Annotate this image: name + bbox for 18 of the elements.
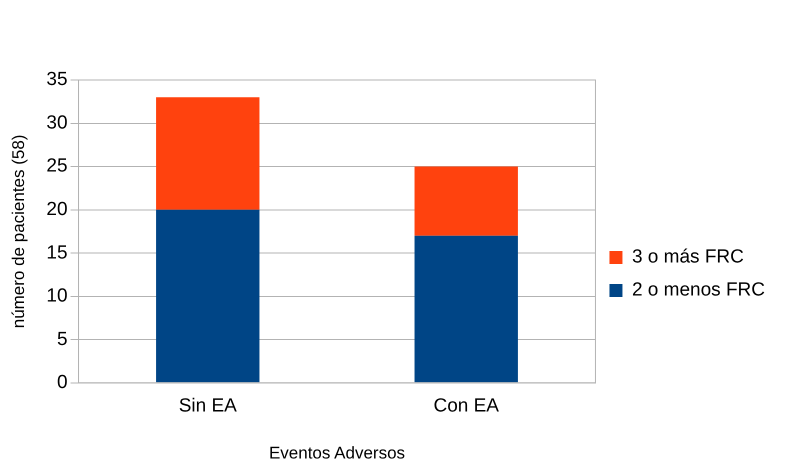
y-tick-label: 0 <box>56 372 68 394</box>
legend-label: 2 o menos FRC <box>632 280 765 301</box>
y-tick-label: 25 <box>46 156 68 177</box>
y-tick-label: 15 <box>46 242 68 264</box>
x-tick-label: Con EA <box>433 395 500 416</box>
bar <box>414 166 518 236</box>
bar <box>156 97 260 210</box>
x-axis-title: Eventos Adversos <box>268 443 406 462</box>
bar <box>156 210 260 382</box>
x-tick-label: Sin EA <box>178 395 238 416</box>
y-tick-label: 5 <box>56 328 68 350</box>
y-tick-label: 35 <box>46 69 68 90</box>
legend-label: 3 o más FRC <box>632 246 744 268</box>
bar <box>414 236 518 382</box>
y-tick-label: 10 <box>46 286 68 307</box>
y-tick-label: 30 <box>46 112 68 134</box>
y-axis-title: número de pacientes (58) <box>8 134 28 328</box>
y-tick-label: 20 <box>46 199 68 220</box>
